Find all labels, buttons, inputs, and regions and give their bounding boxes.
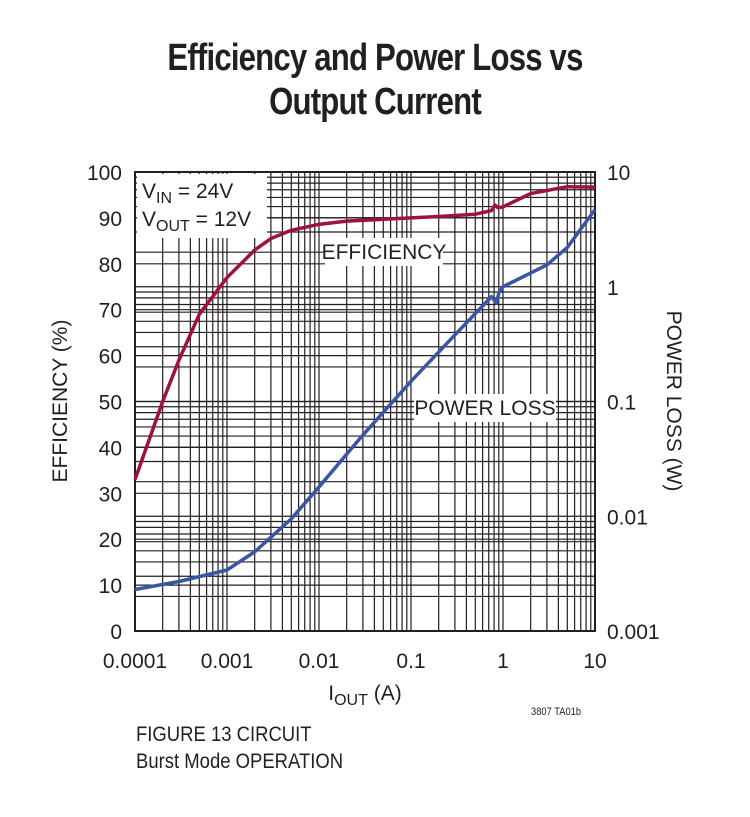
power-loss-label-bg	[414, 394, 556, 422]
y-left-axis-label: EFFICIENCY (%)	[49, 320, 72, 483]
x-tick-label: 10	[583, 650, 606, 673]
y-right-tick-label: 0.001	[607, 621, 660, 644]
y-left-tick-label: 60	[99, 346, 122, 369]
y-left-tick-label: 30	[99, 483, 122, 506]
x-tick-label: 0.001	[201, 650, 254, 673]
series-line-efficiency	[133, 184, 596, 481]
y-right-tick-label: 10	[607, 162, 630, 185]
footer-note-2: Burst Mode OPERATION	[136, 750, 344, 773]
efficiency-label-bg	[325, 238, 443, 266]
y-left-tick-label: 90	[99, 208, 122, 231]
series-line-power-loss	[134, 208, 597, 592]
y-left-tick-label: 100	[87, 162, 122, 185]
x-tick-label: 1	[497, 650, 509, 673]
y-right-tick-label: 1	[607, 277, 619, 300]
plot-frame	[134, 171, 596, 632]
y-right-tick-label: 0.01	[607, 506, 648, 529]
y-left-tick-label: 70	[99, 300, 122, 323]
y-right-axis-label: POWER LOSS (W)	[662, 311, 685, 492]
y-left-tick-label: 40	[99, 437, 122, 460]
x-tick-label: 0.0001	[103, 650, 167, 673]
figure-code: 3807 TA01b	[531, 706, 582, 718]
y-right-tick-label: 0.1	[607, 392, 636, 415]
y-left-tick-label: 0	[110, 621, 122, 644]
conditions-box	[137, 174, 267, 238]
efficiency-series-label: EFFICIENCY	[322, 241, 447, 264]
chart-title-line-1: Efficiency and Power Loss vs	[167, 37, 583, 79]
chart-title-line-2: Output Current	[269, 81, 482, 123]
condition-label: VIN = 24V	[142, 180, 233, 207]
y-left-tick-label: 80	[99, 254, 122, 277]
x-tick-label: 0.01	[299, 650, 340, 673]
y-left-tick-label: 20	[99, 529, 122, 552]
condition-label: VOUT = 12V	[142, 208, 251, 235]
power-loss-series-label: POWER LOSS	[414, 397, 555, 420]
y-left-tick-label: 10	[99, 575, 122, 598]
x-tick-label: 0.1	[396, 650, 425, 673]
footer-note-1: FIGURE 13 CIRCUIT	[136, 723, 312, 746]
x-axis-label: IOUT (A)	[328, 682, 401, 709]
y-left-tick-label: 50	[99, 392, 122, 415]
